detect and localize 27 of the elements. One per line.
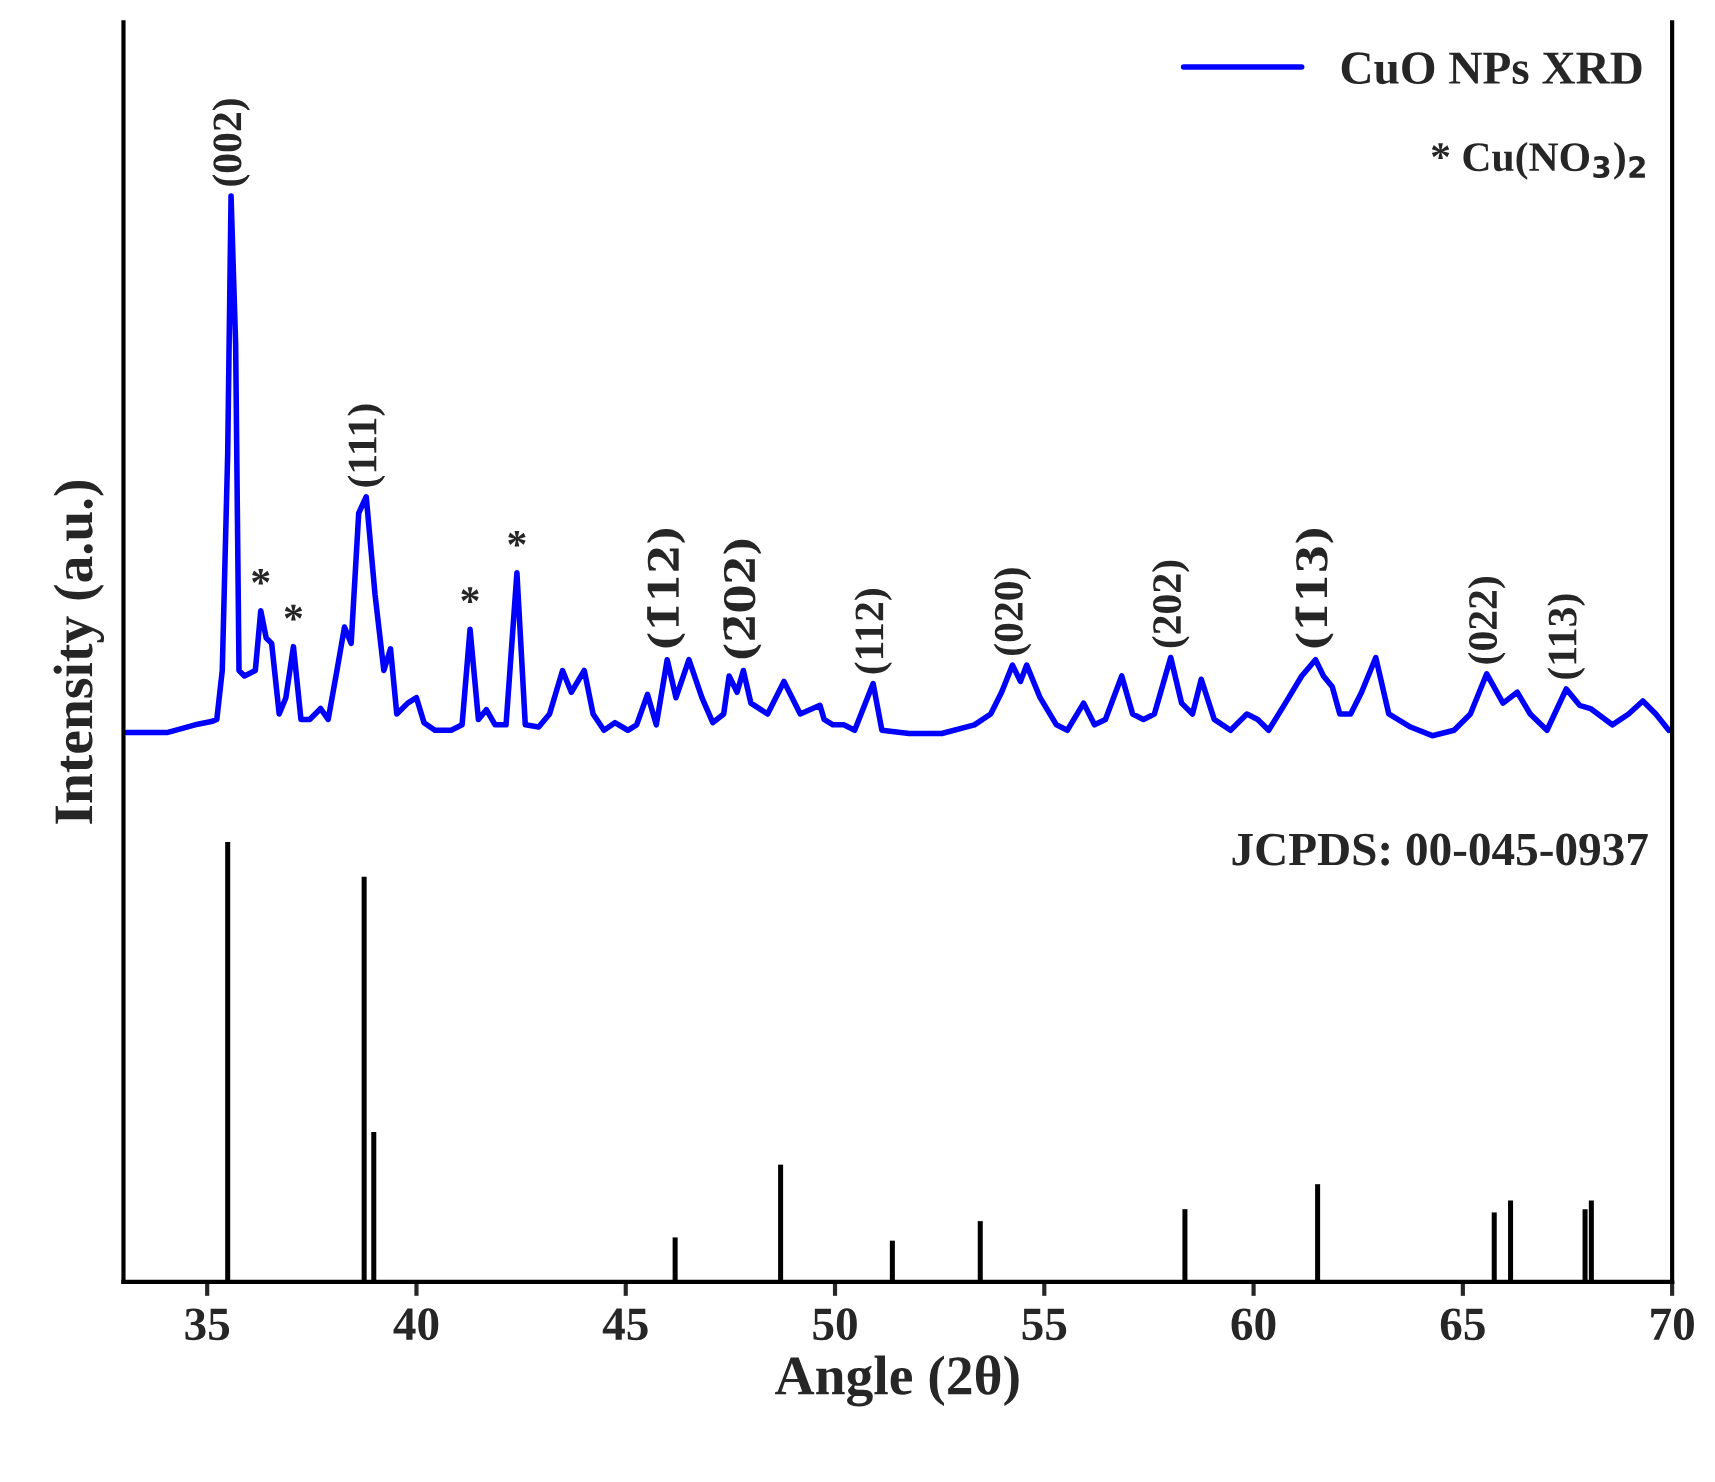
annotation: *	[284, 604, 303, 621]
annotation: *	[508, 530, 526, 547]
annotation: (202)	[1151, 560, 1190, 648]
x-axis-title: Angle (2θ)	[775, 1355, 1019, 1407]
legend-label: CuO NPs XRD	[1341, 52, 1642, 85]
x-tick-label: 65	[1440, 1308, 1485, 1341]
annotation: (111)	[347, 404, 386, 487]
annotation: *	[252, 568, 270, 585]
annotation: (022)	[1467, 577, 1506, 664]
annotation: (113)	[1547, 594, 1586, 679]
annotation: (112)	[854, 589, 892, 674]
annotation: (1̄13)	[1295, 528, 1334, 648]
annotation: JCPDS: 00-045-0937	[1232, 833, 1648, 866]
x-tick-label: 45	[602, 1308, 648, 1341]
y-axis-title: Intensity (a.u.)	[53, 480, 105, 824]
x-tick-label: 60	[1231, 1308, 1276, 1341]
annotation: *	[461, 587, 479, 604]
x-tick-label: 40	[393, 1308, 439, 1341]
text: * Cu(NO$_{3}$)$_{2}$	[1431, 141, 1645, 180]
annotation: (2̄02)	[723, 539, 762, 659]
x-tick-label: 70	[1651, 1308, 1694, 1341]
annotation: (002)	[212, 99, 250, 186]
annotation: (020)	[993, 568, 1032, 655]
x-tick-label: 35	[185, 1308, 230, 1341]
annotation: (1̄12)	[647, 528, 686, 648]
x-tick-label: 55	[1022, 1308, 1067, 1341]
x-tick-label: 50	[813, 1308, 857, 1341]
